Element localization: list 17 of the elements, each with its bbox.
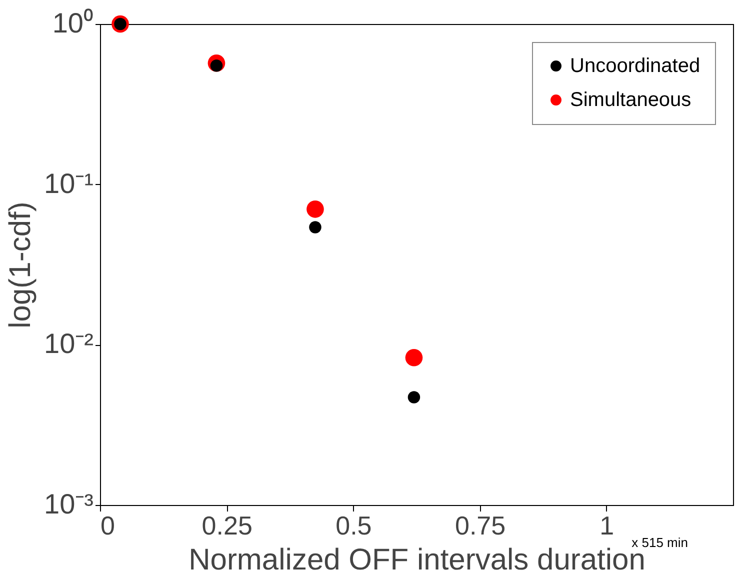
x-tick-label: 1 — [600, 510, 614, 540]
x-tick-label: 0.75 — [454, 510, 506, 540]
point — [408, 391, 420, 404]
x-tick-label: 0.25 — [202, 510, 252, 540]
x-tick-label: 0.5 — [336, 510, 372, 540]
text: x 515 min — [632, 535, 688, 550]
legend-label: Uncoordinated — [570, 55, 700, 77]
point — [306, 200, 324, 218]
y-tick-label: 10⁻² — [44, 328, 94, 360]
legend-label: Simultaneous — [570, 89, 692, 111]
y-tick-label: 10⁻¹ — [44, 168, 94, 199]
y-tick-label: 10⁰ — [52, 8, 94, 38]
y-axis-title: log(1-cdf) — [4, 202, 38, 328]
x-tick-label: 0 — [100, 510, 115, 540]
y-tick-label: 10⁻³ — [44, 488, 94, 520]
point — [309, 221, 322, 234]
point — [405, 349, 423, 366]
